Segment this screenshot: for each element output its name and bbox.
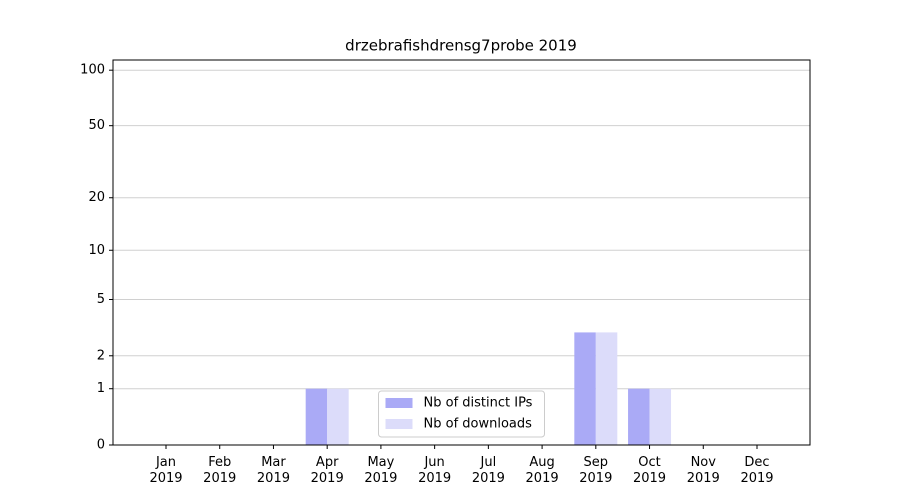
chart-title: drzebrafishdrensg7probe 2019	[345, 37, 577, 55]
bar	[649, 388, 672, 445]
legend-box	[378, 390, 545, 438]
x-tick-label: Sep 2019	[579, 455, 612, 486]
y-tick-label: 10	[88, 243, 105, 258]
y-tick-label: 100	[80, 63, 105, 78]
x-tick-label: Apr 2019	[311, 455, 344, 486]
y-tick-label: 5	[97, 292, 105, 307]
x-tick-label: Nov 2019	[687, 455, 720, 486]
legend-swatch	[385, 419, 413, 429]
y-tick-label: 2	[97, 348, 105, 363]
x-tick-label: Dec 2019	[740, 455, 773, 486]
x-tick-label: May 2019	[364, 455, 397, 486]
x-tick-label: Aug 2019	[526, 455, 559, 486]
x-tick-label: Feb 2019	[203, 455, 236, 486]
y-tick-label: 20	[88, 190, 105, 205]
plot-frame	[112, 59, 811, 446]
legend-label: Nb of distinct IPs	[424, 396, 533, 411]
y-tick-label: 1	[97, 381, 105, 396]
y-tick-label: 0	[97, 438, 105, 453]
x-tick-label: Jan 2019	[149, 455, 182, 486]
bar	[327, 388, 349, 445]
x-tick-label: Mar 2019	[257, 455, 290, 486]
bar	[628, 388, 650, 445]
bar	[574, 332, 596, 445]
legend-label: Nb of downloads	[424, 417, 533, 432]
x-tick-label: Jul 2019	[472, 455, 505, 486]
bar	[305, 388, 328, 445]
y-tick-label: 50	[88, 118, 105, 133]
legend-swatch	[385, 398, 413, 408]
x-tick-label: Jun 2019	[418, 455, 451, 486]
bar	[595, 332, 618, 445]
x-tick-label: Oct 2019	[633, 455, 666, 486]
